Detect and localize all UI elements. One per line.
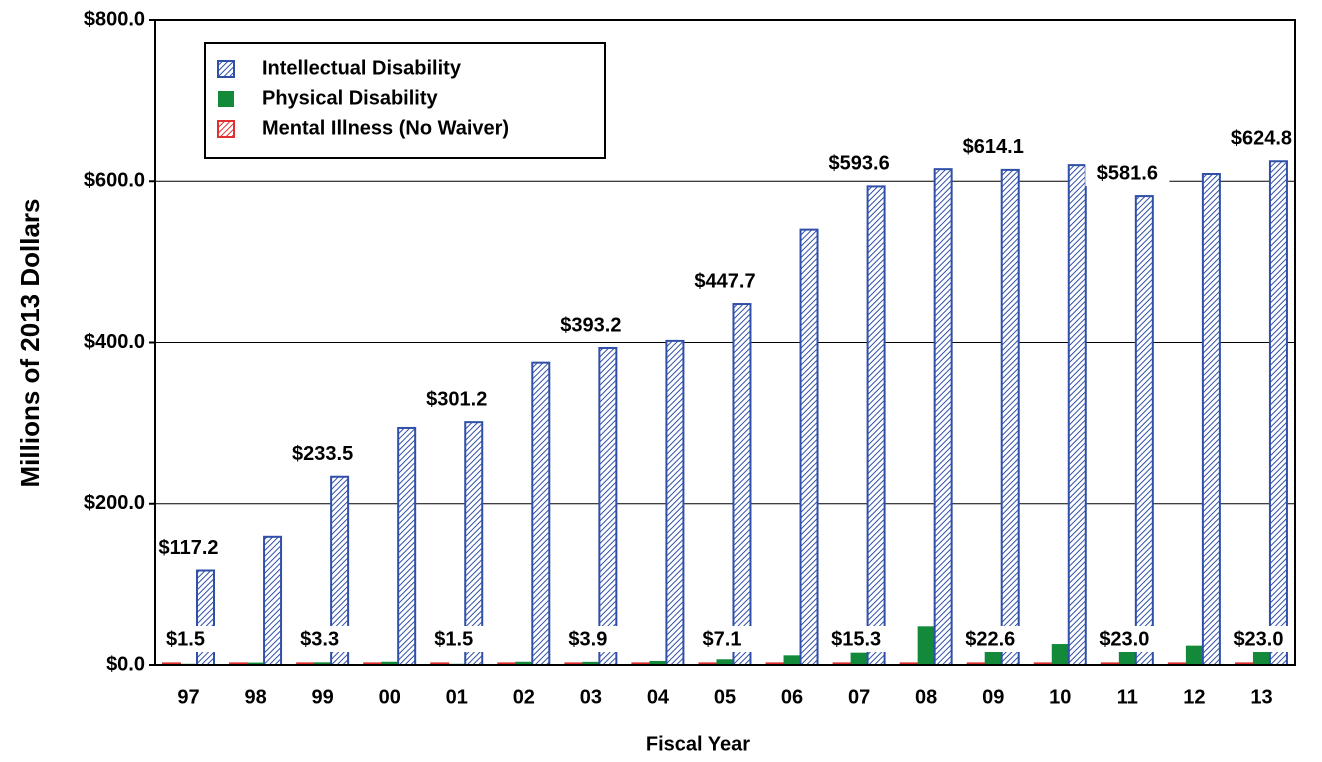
x-tick-label: 12 — [1183, 686, 1205, 708]
label-bg — [280, 440, 365, 467]
legend-box — [204, 42, 606, 159]
x-tick-label: 13 — [1250, 686, 1272, 708]
value-label: $1.5 — [434, 628, 473, 650]
bar — [531, 361, 551, 666]
y-tick-label: $400.0 — [84, 331, 145, 353]
x-tick-label: 98 — [244, 686, 266, 708]
legend-swatch — [218, 91, 234, 107]
bar — [598, 346, 618, 666]
legend-label: Mental Illness (No Waiver) — [262, 117, 509, 139]
value-label: $614.1 — [963, 136, 1024, 158]
label-bg — [817, 150, 902, 177]
bar — [1067, 164, 1087, 666]
bar — [933, 168, 953, 666]
value-label: $7.1 — [703, 628, 742, 650]
bar — [1268, 160, 1288, 666]
value-label: $22.6 — [965, 628, 1015, 650]
label-bg — [951, 133, 1036, 160]
x-tick-label: 07 — [848, 686, 870, 708]
value-label: $447.7 — [694, 270, 755, 292]
legend-label: Intellectual Disability — [262, 57, 462, 79]
value-label: $117.2 — [158, 537, 218, 559]
bar — [649, 660, 667, 665]
x-tick-label: 99 — [312, 686, 334, 708]
label-bg — [1227, 626, 1290, 652]
label-bg — [414, 386, 499, 413]
value-label: $1.5 — [166, 628, 205, 650]
label-bg — [556, 626, 619, 652]
bar — [263, 535, 283, 667]
value-label: $3.9 — [568, 628, 607, 650]
x-tick-label: 03 — [580, 686, 602, 708]
value-label: $3.3 — [300, 628, 339, 650]
legend-label: Physical Disability — [262, 87, 439, 109]
bar — [1000, 168, 1020, 667]
x-tick-label: 04 — [647, 686, 670, 708]
label-bg — [288, 626, 351, 652]
bar — [515, 661, 533, 665]
bar — [1201, 172, 1221, 666]
bar — [314, 662, 332, 665]
bar — [582, 661, 600, 665]
x-tick-label: 10 — [1049, 686, 1071, 708]
value-label: $593.6 — [829, 153, 890, 175]
x-axis-title: Fiscal Year — [646, 733, 750, 755]
bar — [1134, 195, 1154, 667]
plot-frame — [154, 19, 1296, 666]
bar — [799, 228, 819, 666]
bar — [397, 426, 417, 666]
value-label: $393.2 — [560, 314, 621, 336]
value-label: $233.5 — [292, 443, 353, 465]
y-tick-label: $600.0 — [84, 170, 145, 192]
label-bg — [1093, 626, 1156, 652]
bar — [917, 626, 935, 665]
x-tick-label: 00 — [379, 686, 401, 708]
label-bg — [1085, 160, 1170, 187]
bar — [247, 662, 265, 665]
bar — [850, 652, 868, 665]
label-bg — [154, 626, 217, 652]
bar — [866, 185, 886, 666]
x-tick-label: 01 — [446, 686, 468, 708]
bar — [716, 659, 734, 665]
value-label: $23.0 — [1233, 628, 1283, 650]
x-tick-label: 08 — [915, 686, 937, 708]
value-label: $15.3 — [831, 628, 881, 650]
bar — [732, 303, 752, 666]
x-tick-label: 09 — [982, 686, 1004, 708]
y-tick-label: $200.0 — [84, 492, 145, 514]
label-bg — [422, 626, 485, 652]
y-axis-title: Millions of 2013 Dollars — [15, 199, 45, 488]
label-bg — [683, 268, 767, 295]
legend-swatch — [217, 120, 235, 138]
x-tick-label: 97 — [177, 686, 199, 708]
y-tick-label: $800.0 — [84, 8, 145, 30]
value-label: $23.0 — [1099, 628, 1149, 650]
x-tick-label: 05 — [714, 686, 736, 708]
bar — [381, 661, 399, 665]
label-bg — [146, 534, 231, 561]
value-label: $301.2 — [426, 388, 487, 410]
x-tick-label: 02 — [513, 686, 535, 708]
label-bg — [825, 626, 888, 652]
x-tick-label: 11 — [1117, 686, 1138, 708]
bar — [1051, 644, 1069, 665]
bar — [1185, 645, 1203, 665]
label-bg — [691, 626, 753, 652]
bar — [783, 655, 801, 665]
bar — [665, 339, 685, 666]
value-label: $624.8 — [1231, 128, 1292, 150]
label-bg — [548, 311, 633, 338]
y-tick-label: $0.0 — [106, 653, 145, 675]
x-tick-label: 06 — [781, 686, 803, 708]
label-bg — [959, 626, 1022, 652]
label-bg — [1219, 125, 1304, 152]
value-label: $581.6 — [1097, 162, 1158, 184]
legend-swatch — [217, 60, 235, 78]
